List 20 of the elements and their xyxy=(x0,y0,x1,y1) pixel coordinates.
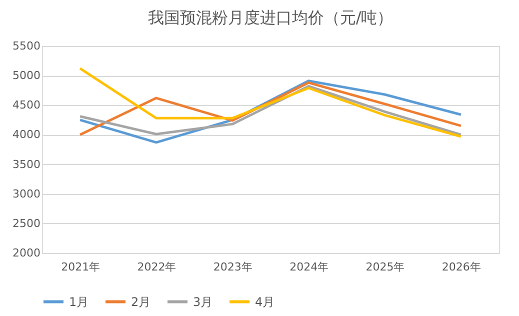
legend-label: 4月 xyxy=(255,294,275,309)
line-series xyxy=(78,67,462,138)
x-tick-label: 2023年 xyxy=(213,260,252,274)
legend-label: 2月 xyxy=(131,294,151,309)
y-tick-label: 3000 xyxy=(12,187,40,200)
x-tick-label: 2026年 xyxy=(442,260,481,274)
y-tick-label: 5500 xyxy=(12,40,40,52)
legend-label: 1月 xyxy=(69,294,89,309)
chart-title: 我国预混粉月度进口均价（元/吨） xyxy=(148,8,394,27)
y-tick-label: 2500 xyxy=(12,216,40,230)
x-tick-label: 2021年 xyxy=(61,260,100,274)
x-tick-label: 2025年 xyxy=(366,260,405,274)
y-tick-label: 4000 xyxy=(12,128,40,142)
legend-label: 3月 xyxy=(193,294,213,309)
x-tick-label: 2022年 xyxy=(137,260,176,274)
y-tick-label: 5000 xyxy=(12,69,40,82)
y-tick-label: 4500 xyxy=(12,98,40,112)
y-tick-label: 2000 xyxy=(12,246,40,260)
x-tick-label: 2024年 xyxy=(290,260,329,274)
y-tick-label: 3500 xyxy=(12,158,40,171)
